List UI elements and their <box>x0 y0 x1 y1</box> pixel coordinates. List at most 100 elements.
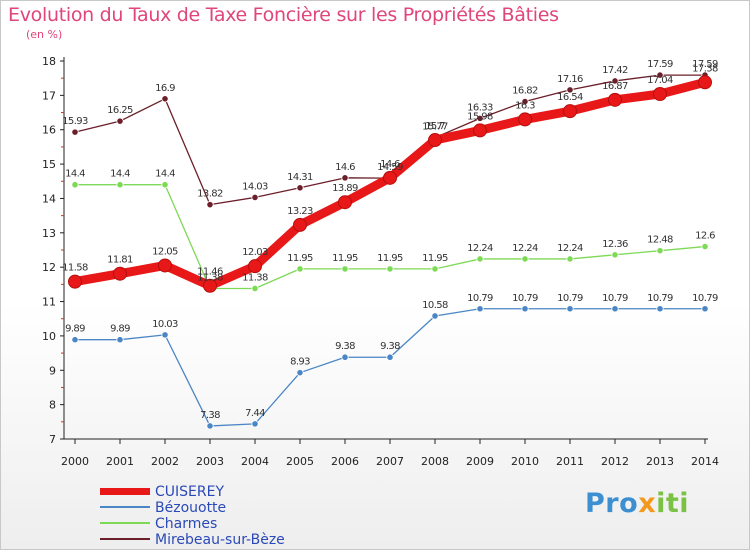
data-label-charmes: 14.4 <box>155 169 175 180</box>
data-point-cuiserey <box>293 217 307 232</box>
data-point-cuiserey <box>203 278 217 293</box>
data-point-mirebeau-sur-beze <box>296 184 304 192</box>
data-label-cuiserey: 12.03 <box>242 247 268 258</box>
data-label-charmes: 11.95 <box>287 253 313 264</box>
legend-label-charmes: Charmes <box>155 516 218 532</box>
y-tick-label: 9 <box>49 364 56 377</box>
data-label-mirebeau-sur-beze: 13.82 <box>197 189 223 200</box>
data-point-bezouotte <box>521 305 529 313</box>
data-label-cuiserey: 11.46 <box>197 267 223 278</box>
legend-label-bezouotte: Bézouotte <box>155 500 227 516</box>
y-tick-label: 15 <box>42 158 56 171</box>
series-line-charmes <box>74 184 706 290</box>
data-point-mirebeau-sur-beze <box>521 97 529 106</box>
data-label-bezouotte: 10.79 <box>557 293 583 304</box>
data-label-bezouotte: 10.58 <box>422 300 448 311</box>
data-label-cuiserey: 14.6 <box>380 159 400 170</box>
data-label-mirebeau-sur-beze: 17.16 <box>557 74 583 85</box>
series-charmes <box>71 181 709 293</box>
data-point-charmes <box>341 265 349 273</box>
data-label-cuiserey: 16.54 <box>557 92 583 103</box>
data-label-charmes: 11.95 <box>422 253 448 264</box>
data-point-bezouotte <box>611 305 619 313</box>
x-tick-label: 2012 <box>601 455 629 468</box>
data-point-bezouotte <box>116 336 124 344</box>
data-label-bezouotte: 10.79 <box>647 293 673 304</box>
data-label-bezouotte: 9.38 <box>335 341 355 352</box>
data-label-bezouotte: 9.38 <box>380 341 400 352</box>
x-tick-label: 2014 <box>691 455 719 468</box>
data-label-mirebeau-sur-beze: 17.59 <box>692 59 718 70</box>
data-label-mirebeau-sur-beze: 17.59 <box>647 59 673 70</box>
data-point-charmes <box>386 265 394 273</box>
chart-subtitle: (en %) <box>26 28 63 41</box>
data-label-mirebeau-sur-beze: 15.77 <box>422 122 448 133</box>
data-label-cuiserey: 17.38 <box>692 63 718 74</box>
y-tick-label: 7 <box>49 433 56 446</box>
chart-title: Evolution du Taux de Taxe Foncière sur l… <box>8 4 559 26</box>
y-tick-label: 18 <box>42 55 56 68</box>
data-label-bezouotte: 10.79 <box>602 293 628 304</box>
legend-swatch-bezouotte <box>100 506 150 508</box>
x-tick-label: 2003 <box>196 455 224 468</box>
legend-swatch-mirebeau <box>100 538 150 540</box>
data-label-cuiserey: 11.81 <box>107 255 133 266</box>
data-point-mirebeau-sur-beze <box>161 95 169 103</box>
data-label-charmes: 12.6 <box>695 231 715 242</box>
x-tick-label: 2013 <box>646 455 674 468</box>
x-tick-label: 2002 <box>151 455 179 468</box>
data-label-cuiserey: 13.89 <box>332 183 358 194</box>
data-point-charmes <box>296 265 304 273</box>
data-label-charmes: 14.4 <box>110 169 130 180</box>
data-point-charmes <box>521 255 529 263</box>
data-point-bezouotte <box>341 353 349 361</box>
data-label-bezouotte: 10.79 <box>692 293 718 304</box>
data-point-cuiserey <box>383 170 397 185</box>
data-point-cuiserey <box>608 92 622 107</box>
logo-letter: r <box>605 488 620 519</box>
data-point-bezouotte <box>566 305 574 313</box>
data-label-charmes: 11.38 <box>242 272 268 283</box>
data-point-charmes <box>476 255 484 263</box>
data-label-charmes: 12.24 <box>557 243 583 254</box>
data-label-cuiserey: 13.23 <box>287 206 313 217</box>
data-label-mirebeau-sur-beze: 17.42 <box>602 65 628 76</box>
x-tick-label: 2007 <box>376 455 404 468</box>
logo-letter: o <box>619 488 639 519</box>
data-point-cuiserey <box>653 86 667 101</box>
data-point-mirebeau-sur-beze <box>611 77 619 85</box>
data-point-bezouotte <box>656 305 664 313</box>
data-point-bezouotte <box>71 336 79 344</box>
y-tick-label: 10 <box>42 330 56 343</box>
data-point-bezouotte <box>296 369 304 377</box>
data-point-mirebeau-sur-beze <box>566 86 574 94</box>
data-point-charmes <box>116 181 124 189</box>
logo-letter: x <box>638 488 657 519</box>
data-point-bezouotte <box>476 305 484 313</box>
data-label-bezouotte: 10.79 <box>512 293 538 304</box>
y-tick-label: 12 <box>42 261 56 274</box>
data-point-charmes <box>701 242 709 251</box>
data-point-mirebeau-sur-beze <box>251 193 259 202</box>
data-point-charmes <box>161 181 169 189</box>
data-label-charmes: 11.95 <box>332 253 358 264</box>
data-label-cuiserey: 12.05 <box>152 246 178 257</box>
data-point-cuiserey <box>158 258 172 273</box>
data-point-bezouotte <box>251 420 259 428</box>
x-tick-label: 2011 <box>556 455 584 468</box>
proxiti-logo[interactable]: Proxiti <box>585 488 689 519</box>
data-label-bezouotte: 9.89 <box>110 324 130 335</box>
data-label-bezouotte: 9.89 <box>65 324 85 335</box>
x-tick-label: 2000 <box>61 455 89 468</box>
data-point-cuiserey <box>338 195 352 210</box>
data-point-cuiserey <box>248 259 262 274</box>
y-tick-label: 11 <box>42 296 56 309</box>
x-tick-label: 2009 <box>466 455 494 468</box>
data-point-cuiserey <box>68 274 82 289</box>
data-label-bezouotte: 8.93 <box>290 357 310 368</box>
series-bezouotte <box>71 305 709 430</box>
data-point-mirebeau-sur-beze <box>476 114 484 122</box>
data-label-cuiserey: 16.3 <box>515 100 535 111</box>
